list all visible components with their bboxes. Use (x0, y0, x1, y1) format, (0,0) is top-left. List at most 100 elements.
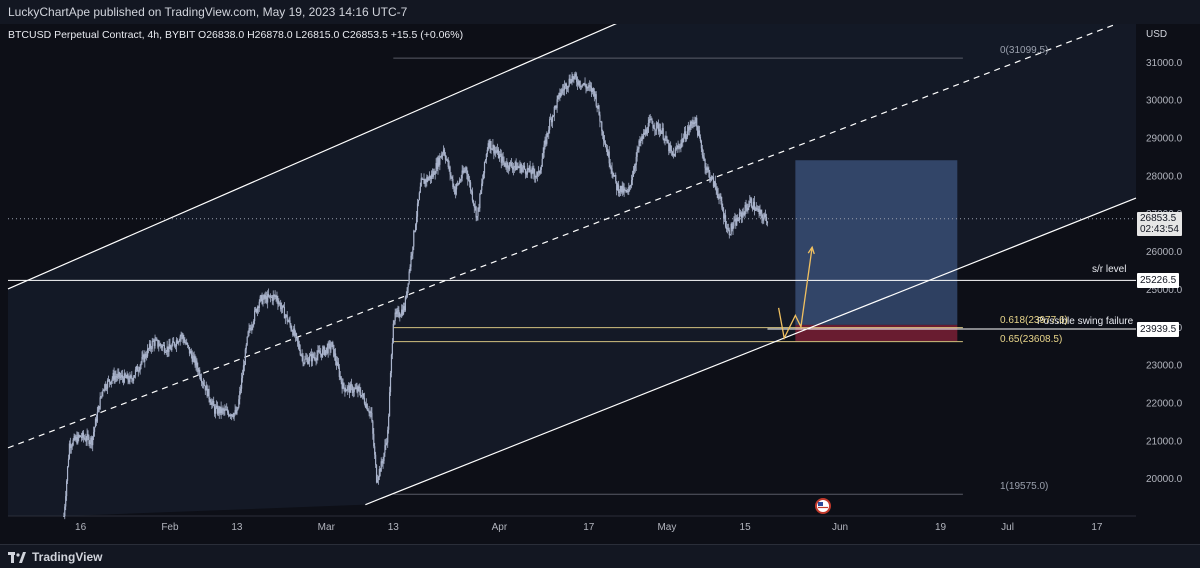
candle-body (688, 126, 690, 130)
candle-body (643, 132, 645, 139)
candle-body (185, 342, 187, 344)
candle-body (726, 228, 729, 230)
candle-body (686, 131, 689, 138)
candle-body (304, 358, 306, 364)
candle-body (497, 149, 500, 159)
candle-body (555, 105, 557, 108)
candle-body (155, 339, 157, 341)
candle-body (652, 123, 654, 128)
candle-body (587, 87, 589, 89)
candle-body (291, 329, 293, 332)
candle-body (433, 171, 435, 175)
candle-body (438, 157, 440, 165)
candle-body (544, 139, 546, 145)
candle-body (689, 126, 691, 130)
candle-body (141, 357, 143, 363)
candle-body (414, 230, 416, 232)
candle-body (501, 156, 503, 163)
candle-body (164, 351, 166, 353)
candle-body (558, 92, 560, 96)
candle-body (499, 154, 501, 156)
candle-body (541, 158, 543, 167)
candle-body (486, 149, 488, 155)
candle-body (758, 208, 760, 214)
candle-body (139, 365, 141, 371)
candle-body (717, 193, 719, 199)
candle-body (422, 178, 424, 180)
price-chart[interactable]: 20000.021000.022000.023000.024000.025000… (0, 24, 1200, 544)
candle-body (107, 379, 110, 381)
candle-body (461, 170, 463, 179)
candle-body (154, 340, 156, 346)
candle-body (584, 83, 586, 86)
candle-body (699, 137, 702, 142)
candle-body (393, 321, 395, 324)
candle-body (254, 310, 256, 322)
tradingview-logo[interactable]: TradingView (8, 550, 102, 564)
candle-body (723, 211, 725, 219)
candle-body (629, 186, 631, 188)
candle-body (333, 344, 335, 357)
candle-body (247, 331, 249, 337)
candle-body (157, 339, 159, 347)
channel-fill (8, 24, 1136, 516)
candle-body (582, 84, 584, 86)
candle-body (636, 149, 638, 157)
candle-body (616, 181, 618, 190)
chart-area[interactable]: 20000.021000.022000.023000.024000.025000… (0, 24, 1200, 544)
candle-body (228, 415, 231, 417)
candle-body (705, 168, 707, 170)
candle-body (215, 405, 218, 408)
candle-body (540, 166, 542, 170)
candle-body (276, 295, 278, 301)
candle-body (325, 347, 327, 351)
candle-body (263, 295, 265, 299)
candle-body (426, 177, 428, 183)
candle-body (293, 328, 295, 336)
candle-body (664, 137, 666, 141)
candle-body (88, 436, 90, 445)
candle-body (341, 381, 343, 389)
candle-body (118, 372, 120, 374)
candle-body (183, 338, 185, 343)
candle-body (698, 130, 701, 138)
candle-body (300, 354, 302, 356)
candle-body (496, 149, 499, 153)
candle-body (535, 176, 537, 178)
candle-body (502, 156, 504, 162)
candle-body (382, 461, 384, 464)
x-tick-label: Mar (318, 522, 336, 533)
candle-body (643, 132, 646, 135)
candle-body (641, 136, 643, 140)
candle-body (519, 164, 521, 168)
y-tick-label: 29000.0 (1146, 134, 1183, 145)
candle-body (607, 151, 609, 156)
x-tick-label: Feb (161, 522, 179, 533)
candle-body (691, 121, 693, 123)
currency-label: USD (1146, 29, 1168, 40)
candle-body (150, 348, 152, 350)
candle-body (216, 405, 219, 414)
candle-body (523, 165, 525, 168)
candle-body (487, 143, 489, 150)
candle-body (575, 74, 577, 78)
candle-body (321, 353, 323, 357)
candle-body (146, 356, 148, 358)
candle-body (694, 122, 696, 124)
candle-body (190, 351, 192, 356)
candle-body (317, 350, 319, 356)
candle-body (411, 253, 413, 256)
candle-body (454, 186, 456, 195)
candle-body (751, 206, 754, 210)
x-tick-label: May (657, 522, 676, 533)
candle-body (232, 416, 234, 418)
candle-body (580, 85, 582, 87)
candle-body (212, 400, 214, 403)
candle-body (683, 137, 685, 142)
candle-body (460, 178, 462, 181)
candle-body (663, 139, 665, 141)
candle-body (424, 179, 426, 184)
candle-body (166, 346, 168, 352)
candle-body (549, 118, 552, 120)
candle-body (102, 389, 104, 392)
